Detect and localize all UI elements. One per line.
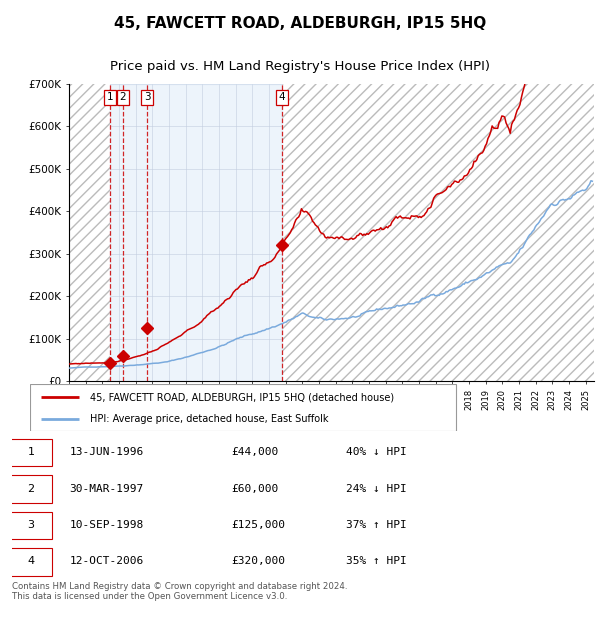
Text: 2: 2 (119, 92, 127, 102)
Text: 10-SEP-1998: 10-SEP-1998 (70, 520, 144, 530)
Text: 37% ↑ HPI: 37% ↑ HPI (346, 520, 407, 530)
FancyBboxPatch shape (9, 548, 52, 576)
Text: 4: 4 (279, 92, 286, 102)
Text: 30-MAR-1997: 30-MAR-1997 (70, 484, 144, 494)
Text: 2: 2 (28, 484, 35, 494)
Text: 3: 3 (144, 92, 151, 102)
Text: £125,000: £125,000 (231, 520, 285, 530)
Bar (69, 84, 110, 381)
FancyBboxPatch shape (30, 384, 456, 431)
Text: £44,000: £44,000 (231, 447, 278, 457)
Text: £60,000: £60,000 (231, 484, 278, 494)
Bar (110, 84, 282, 381)
FancyBboxPatch shape (9, 439, 52, 466)
Text: 13-JUN-1996: 13-JUN-1996 (70, 447, 144, 457)
FancyBboxPatch shape (9, 512, 52, 539)
Text: 4: 4 (28, 557, 35, 567)
Text: 40% ↓ HPI: 40% ↓ HPI (346, 447, 407, 457)
Text: 3: 3 (28, 520, 35, 530)
Text: 24% ↓ HPI: 24% ↓ HPI (346, 484, 407, 494)
FancyBboxPatch shape (9, 475, 52, 503)
Text: 1: 1 (107, 92, 113, 102)
Text: HPI: Average price, detached house, East Suffolk: HPI: Average price, detached house, East… (90, 414, 329, 424)
Text: 45, FAWCETT ROAD, ALDEBURGH, IP15 5HQ (detached house): 45, FAWCETT ROAD, ALDEBURGH, IP15 5HQ (d… (90, 392, 394, 402)
Text: 1: 1 (28, 447, 35, 457)
Text: 35% ↑ HPI: 35% ↑ HPI (346, 557, 407, 567)
Text: 45, FAWCETT ROAD, ALDEBURGH, IP15 5HQ: 45, FAWCETT ROAD, ALDEBURGH, IP15 5HQ (114, 16, 486, 31)
Text: 12-OCT-2006: 12-OCT-2006 (70, 557, 144, 567)
Bar (282, 84, 594, 381)
Text: Contains HM Land Registry data © Crown copyright and database right 2024.
This d: Contains HM Land Registry data © Crown c… (12, 582, 347, 601)
Text: £320,000: £320,000 (231, 557, 285, 567)
Text: Price paid vs. HM Land Registry's House Price Index (HPI): Price paid vs. HM Land Registry's House … (110, 61, 490, 73)
